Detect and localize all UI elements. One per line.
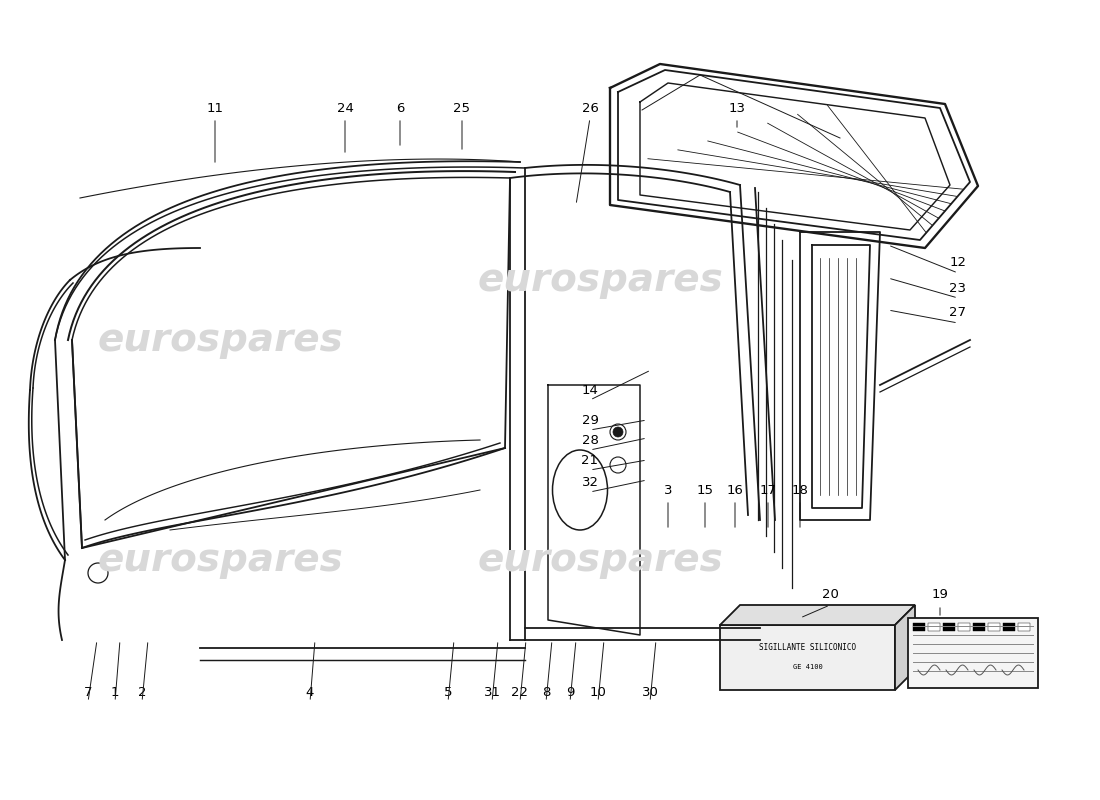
Text: 7: 7 [84,686,92,698]
Text: 12: 12 [949,257,967,270]
Polygon shape [895,605,915,690]
Polygon shape [720,605,915,625]
Bar [1018,623,1030,631]
Text: 15: 15 [696,483,714,497]
Text: 17: 17 [759,483,777,497]
Text: 3: 3 [663,483,672,497]
Text: 6: 6 [396,102,404,114]
Bar [1003,623,1015,631]
Bar [908,618,1038,688]
Text: 21: 21 [582,454,598,466]
Text: 28: 28 [582,434,598,446]
Text: 2: 2 [138,686,146,698]
Text: 11: 11 [207,102,223,114]
Text: 23: 23 [949,282,967,294]
Text: 14: 14 [582,383,598,397]
Text: 27: 27 [949,306,967,319]
Bar [974,623,984,631]
Circle shape [613,427,623,437]
Bar [958,623,970,631]
Text: GE 4100: GE 4100 [793,664,823,670]
Text: 13: 13 [728,102,746,114]
Text: 25: 25 [453,102,471,114]
Bar [913,623,925,631]
Bar [720,625,895,690]
Text: 26: 26 [582,102,598,114]
Text: 1: 1 [111,686,119,698]
Bar [988,623,1000,631]
Text: SIGILLANTE SILICONICO: SIGILLANTE SILICONICO [759,643,856,652]
Text: eurospares: eurospares [477,541,723,579]
Text: 31: 31 [484,686,500,698]
Text: eurospares: eurospares [97,541,343,579]
Text: 4: 4 [306,686,315,698]
Text: 20: 20 [822,589,838,602]
Text: 19: 19 [932,589,948,602]
Text: eurospares: eurospares [97,321,343,359]
Text: 16: 16 [727,483,744,497]
Text: 5: 5 [443,686,452,698]
Text: 8: 8 [542,686,550,698]
Text: 10: 10 [590,686,606,698]
Text: 24: 24 [337,102,353,114]
Text: 29: 29 [582,414,598,426]
Text: eurospares: eurospares [477,261,723,299]
Bar [928,623,940,631]
Text: 9: 9 [565,686,574,698]
Text: 32: 32 [582,475,598,489]
Text: 22: 22 [512,686,528,698]
Text: 30: 30 [641,686,659,698]
Bar [943,623,955,631]
Text: 18: 18 [792,483,808,497]
